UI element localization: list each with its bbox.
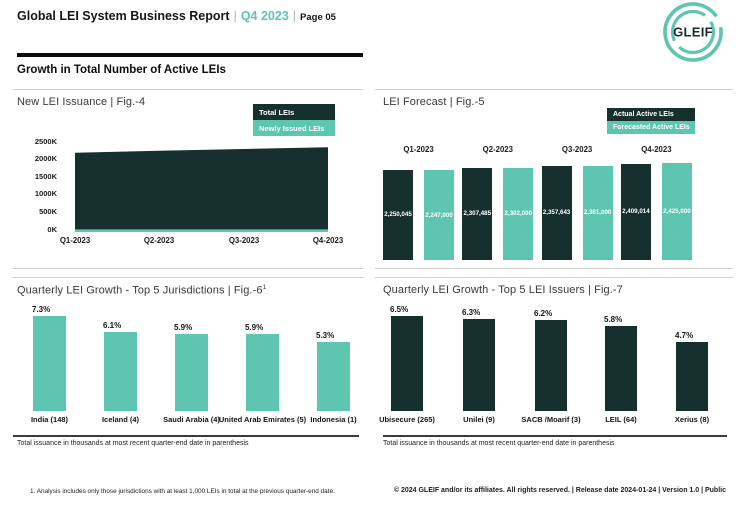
bar-value-label: 6.1% <box>103 320 122 330</box>
y-axis-tick: 0K <box>47 224 57 234</box>
report-title: Global LEI System Business Report <box>17 9 230 23</box>
legend-item-newly-issued-leis: Newly Issued LEIs <box>253 120 335 136</box>
quarter-label: Q2-2023 <box>482 145 513 154</box>
category-label: Iceland (4) <box>101 415 140 424</box>
bar <box>463 319 495 411</box>
note-divider <box>13 435 359 437</box>
chart-title: New LEI Issuance | Fig.-4 <box>17 96 146 108</box>
logo-text: GLEIF <box>673 25 713 40</box>
forecast-bar: 2,409,014 <box>620 163 651 260</box>
forecast-bar: 2,247,000 <box>424 170 454 260</box>
separator: | <box>292 9 297 23</box>
bar <box>33 316 66 411</box>
y-axis-tick: 2500K <box>34 136 57 146</box>
copyright: © 2024 GLEIF and/or its affiliates. All … <box>393 487 726 494</box>
legend: Actual Active LEIs Forecasted Active LEI… <box>607 108 695 134</box>
forecast-bar: 2,250,045 <box>383 169 413 260</box>
note-divider <box>383 435 727 437</box>
bar-value-label: 4.7% <box>675 331 694 341</box>
bar-value-label: 7.3% <box>32 305 51 315</box>
forecast-bars: Q1-2023 2,250,045 2,247,000 Q2-2023 2,307,48… <box>375 90 733 268</box>
bar-value-label: 6.5% <box>390 305 409 315</box>
newly-issued-area <box>75 229 328 232</box>
bar <box>391 316 423 411</box>
bar-value-label: 5.8% <box>604 315 623 325</box>
logo-inner-ring <box>670 9 716 55</box>
forecast-bar: 2,361,000 <box>582 165 613 260</box>
panel-lei-forecast: LEI Forecast | Fig.-5 Actual Active LEIs… <box>375 89 733 269</box>
chart-note: Total issuance in thousands at most rece… <box>17 440 249 447</box>
bar-value-label: 5.9% <box>174 323 193 333</box>
bar <box>104 331 137 411</box>
legend-item-actual-active-leis: Actual Active LEIs <box>607 108 695 121</box>
category-label: Indonesia (1) <box>310 415 357 424</box>
category-label: Unilei (9) <box>463 415 495 424</box>
chart-title: Quarterly LEI Growth - Top 5 LEI Issuers… <box>383 284 623 296</box>
panel-top5-jurisdictions: Quarterly LEI Growth - Top 5 Jurisdictio… <box>13 277 363 456</box>
legend-label: Forecasted Active LEIs <box>613 124 690 131</box>
x-axis-tick: Q1-2023 <box>59 236 91 245</box>
bar <box>676 342 708 411</box>
bar-value-label: 5.3% <box>316 331 335 341</box>
section-title: Growth in Total Number of Active LEIs <box>17 64 226 76</box>
category-label: SACB /Moarif (3) <box>521 415 581 424</box>
bar <box>317 342 350 411</box>
gleif-logo: GLEIF <box>663 2 723 62</box>
quarter-label: Q3-2023 <box>561 145 593 154</box>
panel-top5-lei-issuers: Quarterly LEI Growth - Top 5 LEI Issuers… <box>375 277 733 456</box>
footnote-marker: 1 <box>262 284 267 291</box>
y-axis-tick: 1500K <box>34 171 57 181</box>
bar-value-label: 6.3% <box>462 308 481 318</box>
y-axis-tick: 2000K <box>34 154 57 164</box>
forecast-bar: 2,302,000 <box>503 167 534 260</box>
category-label: Xerius (8) <box>674 415 710 424</box>
category-label: Saudi Arabia (4) <box>163 415 220 424</box>
legend-label: Total LEIs <box>259 107 295 117</box>
forecast-bar: 2,307,485 <box>462 167 493 260</box>
legend-item-total-leis: Total LEIs <box>253 104 335 120</box>
category-label: India (148) <box>30 415 69 424</box>
separator: | <box>233 9 237 23</box>
quarter-label: Q1-2023 <box>403 145 434 154</box>
bar <box>605 326 637 411</box>
x-axis-tick: Q2-2023 <box>143 236 175 245</box>
legend-label: Actual Active LEIs <box>613 111 674 118</box>
chart-note: Total issuance in thousands at most rece… <box>383 440 615 447</box>
report-header: Global LEI System Business Report | Q4 202… <box>17 9 336 23</box>
panel-new-lei-issuance: New LEI Issuance | Fig.-4 Total LEIs New… <box>13 89 363 269</box>
bar <box>535 320 567 411</box>
legend-label: Newly Issued LEIs <box>259 123 325 133</box>
bar-value-label: 6.2% <box>534 309 553 319</box>
chart-title: LEI Forecast | Fig.-5 <box>383 96 485 108</box>
logo-outer-ring <box>663 2 723 62</box>
x-axis-tick: Q4-2023 <box>312 236 344 245</box>
footnote: 1. Analysis includes only those jurisdic… <box>30 488 335 495</box>
issuance-area-chart <box>75 147 328 232</box>
legend: Total LEIs Newly Issued LEIs <box>253 104 335 136</box>
forecast-bar: 2,357,643 <box>541 165 572 260</box>
quarter-label: Q4-2023 <box>641 145 672 154</box>
category-label: United Arab Emirates (5) <box>218 415 307 424</box>
bar <box>175 334 208 411</box>
bar-value-label: 5.9% <box>245 323 264 333</box>
category-label: LEIL (64) <box>605 415 637 424</box>
y-axis-tick: 500K <box>39 206 57 216</box>
forecast-bar: 2,425,000 <box>661 163 692 260</box>
page-number: Page 05 <box>300 12 336 23</box>
report-period: Q4 2023 <box>240 9 289 23</box>
legend-item-forecasted-active-leis: Forecasted Active LEIs <box>607 121 695 134</box>
x-axis-tick: Q3-2023 <box>228 236 260 245</box>
y-axis-tick: 1000K <box>34 189 57 199</box>
chart-title: Quarterly LEI Growth - Top 5 Jurisdictio… <box>17 284 266 297</box>
category-label: Ubisecure (265) <box>379 415 435 424</box>
chart-title-text: Quarterly LEI Growth - Top 5 Jurisdictio… <box>17 284 263 297</box>
header-divider <box>17 53 363 57</box>
total-leis-area <box>75 147 328 232</box>
bar <box>246 334 279 411</box>
